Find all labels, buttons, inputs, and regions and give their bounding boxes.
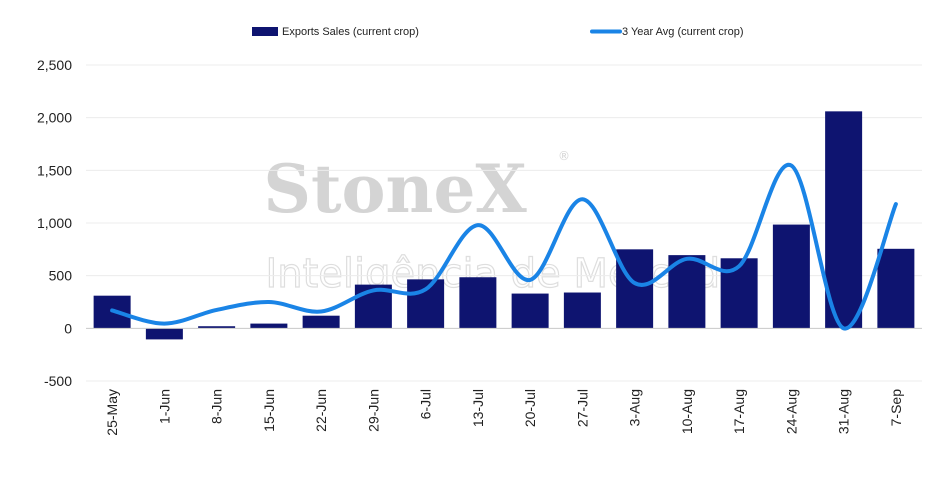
bar-7-Sep: [877, 248, 915, 329]
bar-1-Jun: [145, 328, 183, 340]
bar-31-Aug: [825, 111, 863, 329]
x-tick-label-17-Aug: 17-Aug: [731, 389, 747, 434]
legend: Exports Sales (current crop) 3 Year Avg …: [252, 26, 743, 38]
x-tick-label-22-Jun: 22-Jun: [313, 389, 329, 432]
x-tick-label-1-Jun: 1-Jun: [156, 389, 172, 424]
bar-20-Jul: [511, 293, 549, 329]
x-tick-label-27-Jul: 27-Jul: [574, 389, 590, 427]
bar-10-Aug: [668, 255, 706, 329]
x-tick-label-3-Aug: 3-Aug: [627, 389, 643, 426]
x-tick-label-15-Jun: 15-Jun: [261, 389, 277, 432]
watermark-brand: StoneX: [263, 150, 527, 228]
bar-15-Jun: [250, 323, 288, 329]
legend-label-exports: Exports Sales (current crop): [282, 26, 419, 38]
y-axis: -500 0 500 1,000 1,500 2,000 2,500: [37, 57, 72, 389]
y-tick-label: 1,500: [37, 162, 72, 178]
x-tick-label-8-Jun: 8-Jun: [209, 389, 225, 424]
x-tick-label-29-Jun: 29-Jun: [365, 389, 381, 432]
x-tick-label-24-Aug: 24-Aug: [783, 389, 799, 434]
y-tick-label: 1,000: [37, 215, 72, 231]
legend-swatch-exports: [252, 27, 278, 36]
y-tick-label: 0: [64, 320, 72, 336]
bar-3-Aug: [616, 249, 654, 329]
x-tick-label-6-Jul: 6-Jul: [418, 389, 434, 419]
watermark-registered-mark: ®: [558, 149, 570, 163]
bar-13-Jul: [459, 277, 497, 329]
line-series-3yr-avg: [110, 163, 898, 331]
y-tick-label: 2,000: [37, 110, 72, 126]
x-tick-label-31-Aug: 31-Aug: [836, 389, 852, 434]
y-tick-label: 500: [49, 268, 73, 284]
x-tick-label-10-Aug: 10-Aug: [679, 389, 695, 434]
x-tick-label-7-Sep: 7-Sep: [888, 389, 904, 427]
x-axis: 25-May 1-Jun 8-Jun 15-Jun 22-Jun 29-Jun 6-Jul 1…: [104, 389, 904, 436]
legend-label-3yr-avg: 3 Year Avg (current crop): [622, 26, 743, 38]
y-tick-label: 2,500: [37, 57, 72, 73]
bar-8-Jun: [198, 326, 236, 329]
bar-series: [93, 111, 915, 340]
bar-6-Jul: [407, 279, 445, 329]
bar-24-Aug: [772, 224, 810, 329]
gridlines: [86, 64, 922, 382]
x-tick-label-20-Jul: 20-Jul: [522, 389, 538, 427]
watermark: StoneX ® Inteligência de Mercado: [263, 149, 745, 298]
y-tick-label: -500: [44, 373, 72, 389]
bar-17-Aug: [720, 258, 758, 329]
bar-22-Jun: [302, 315, 340, 329]
x-tick-label-25-May: 25-May: [104, 389, 120, 436]
bar-27-Jul: [563, 292, 601, 329]
x-tick-label-13-Jul: 13-Jul: [470, 389, 486, 427]
